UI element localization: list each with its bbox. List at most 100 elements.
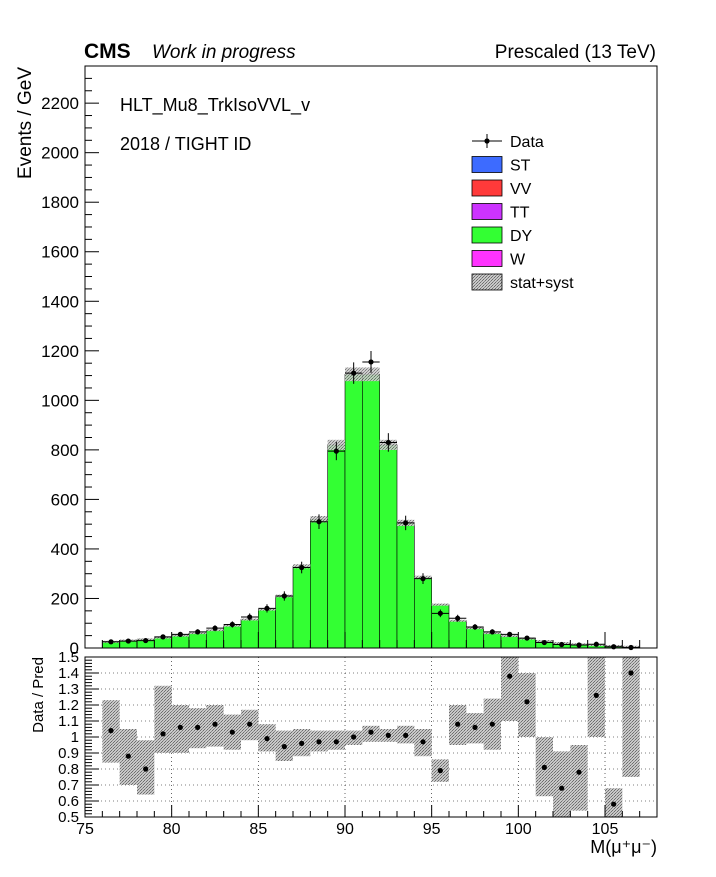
data-point xyxy=(455,615,461,621)
main-ytick-label: 1800 xyxy=(41,193,79,212)
data-point xyxy=(212,625,218,631)
ratio-point xyxy=(247,721,253,727)
dy-bar xyxy=(448,620,467,649)
data-point xyxy=(351,370,357,376)
main-ytick-label: 800 xyxy=(51,441,79,460)
dy-bar xyxy=(310,518,328,649)
dy-bar xyxy=(206,629,224,649)
ratio-point xyxy=(455,721,461,727)
x-axis-title: M(μ⁺μ⁻) xyxy=(590,837,657,857)
dy-bar xyxy=(466,627,484,649)
data-point xyxy=(559,641,565,648)
data-point xyxy=(299,564,305,571)
data-point xyxy=(160,634,166,640)
main-ytick-label: 2000 xyxy=(41,144,79,163)
ratio-ytick-label: 0.7 xyxy=(58,777,79,794)
ratio-point xyxy=(507,673,513,679)
data-point xyxy=(385,439,391,446)
dy-bar xyxy=(414,577,432,649)
data-point xyxy=(437,610,443,616)
status-label: Work in progress xyxy=(152,42,296,63)
ratio-ytick-label: 1.1 xyxy=(58,713,79,730)
ratio-band xyxy=(570,745,588,811)
ratio-point xyxy=(108,728,114,734)
trigger-label: HLT_Mu8_TrkIsoVVL_v xyxy=(120,95,310,116)
main-frame xyxy=(84,65,658,649)
ratio-point xyxy=(472,724,478,731)
ratio-point xyxy=(160,731,166,737)
legend-label: W xyxy=(510,252,526,269)
dy-bar xyxy=(344,374,363,649)
legend-marker xyxy=(484,138,490,144)
ratio-ytick-label: 1.4 xyxy=(58,665,79,682)
data-point xyxy=(611,644,617,650)
data-point xyxy=(420,576,426,582)
ratio-point xyxy=(541,764,547,771)
experiment-label: CMS xyxy=(84,40,131,63)
ratio-point xyxy=(212,721,218,727)
uncertainty-band xyxy=(362,367,380,382)
ratio-xtick-label: 75 xyxy=(76,821,94,838)
data-point xyxy=(593,641,599,647)
main-ytick-label: 1200 xyxy=(41,342,79,361)
ratio-xtick-label: 80 xyxy=(163,821,181,838)
ratio-band xyxy=(501,657,519,721)
ratio-point xyxy=(437,768,443,774)
ratio-ytick-label: 0.5 xyxy=(58,809,79,826)
selection-label: 2018 / TIGHT ID xyxy=(120,134,251,154)
data-point xyxy=(507,631,513,637)
legend-label: TT xyxy=(510,205,530,222)
data-point xyxy=(333,448,339,454)
ratio-point xyxy=(299,740,305,747)
ratio-xtick-label: 95 xyxy=(423,821,441,838)
ratio-ytick-label: 1 xyxy=(71,729,79,746)
ratio-y-axis-title: Data / Pred xyxy=(30,657,47,733)
ratio-band xyxy=(154,685,172,753)
data-point xyxy=(229,621,235,628)
data-point xyxy=(195,629,201,635)
ratio-point xyxy=(524,699,530,705)
legend-label: stat+syst xyxy=(510,275,574,292)
data-point xyxy=(264,605,270,611)
ratio-ytick-label: 1.2 xyxy=(58,697,79,714)
energy-label: Prescaled (13 TeV) xyxy=(495,42,656,63)
main-ytick-label: 1000 xyxy=(41,391,79,410)
data-point xyxy=(524,635,530,641)
legend-swatch xyxy=(471,250,503,267)
ratio-xtick-label: 85 xyxy=(249,821,267,838)
legend-label: VV xyxy=(510,181,532,198)
main-ytick-label: 2200 xyxy=(41,94,79,113)
legend-swatch xyxy=(471,226,503,244)
ratio-point xyxy=(195,724,201,731)
ratio-xtick-label: 105 xyxy=(592,821,619,838)
dy-bar xyxy=(500,635,519,649)
ratio-ytick-label: 0.6 xyxy=(58,793,79,810)
dy-bar xyxy=(188,632,207,649)
uncertainty-band xyxy=(431,603,449,606)
legend-swatch xyxy=(471,203,503,220)
legend-swatch xyxy=(471,179,503,197)
dy-bar xyxy=(223,625,242,649)
ratio-point xyxy=(316,739,322,745)
data-point xyxy=(489,629,495,635)
legend-swatch-hatch xyxy=(471,273,503,291)
ratio-point xyxy=(281,744,287,750)
main-ytick-label: 0 xyxy=(70,639,79,658)
ratio-point xyxy=(403,732,409,739)
ratio-point xyxy=(489,721,495,727)
dy-bar xyxy=(396,522,415,649)
data-point xyxy=(368,359,374,365)
ratio-point xyxy=(385,732,391,739)
ratio-point xyxy=(628,670,634,676)
main-ytick-label: 1400 xyxy=(41,292,79,311)
ratio-ytick-label: 0.9 xyxy=(58,745,79,762)
main-ytick-label: 400 xyxy=(51,540,79,559)
dy-bar xyxy=(258,609,276,649)
legend-label: DY xyxy=(510,228,533,245)
ratio-point xyxy=(229,729,235,735)
data-point xyxy=(108,639,114,645)
ratio-point xyxy=(593,692,599,699)
data-point xyxy=(576,642,582,648)
